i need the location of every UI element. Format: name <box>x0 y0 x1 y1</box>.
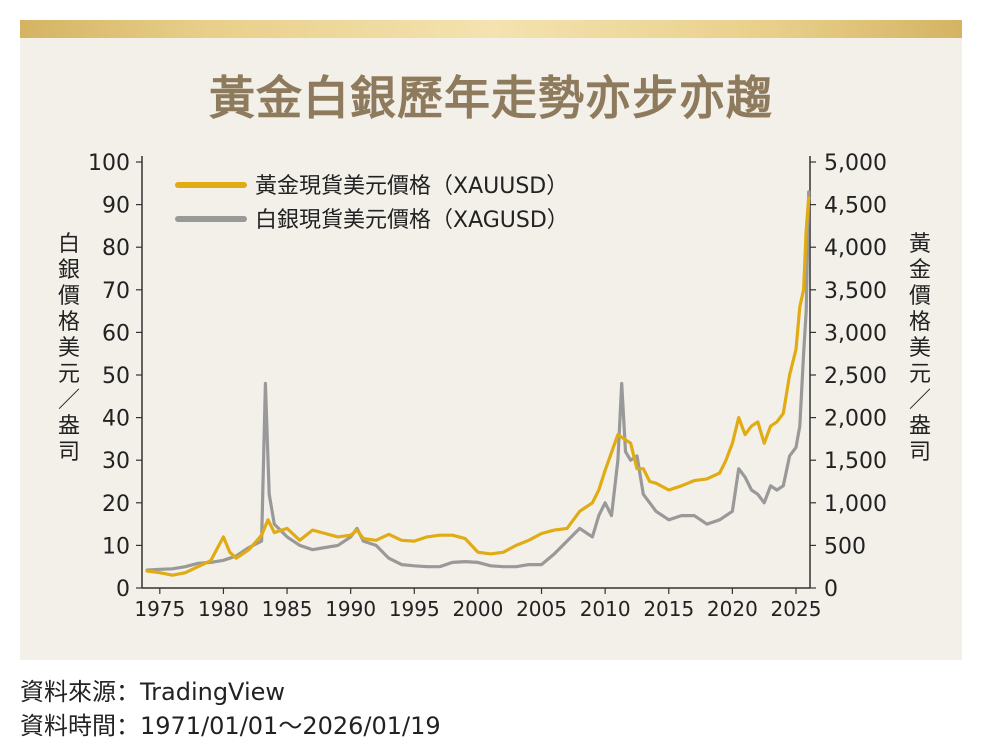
right-tick-label: 5,000 <box>824 151 887 176</box>
x-tick-label: 2015 <box>643 597 694 621</box>
left-tick-label: 90 <box>102 194 130 219</box>
left-tick-label: 20 <box>102 492 130 517</box>
x-tick-label: 2000 <box>452 597 503 621</box>
left-tick-label: 80 <box>102 236 130 261</box>
right-tick-label: 3,000 <box>824 321 887 346</box>
legend-silver-label: 白銀現貨美元價格（XAGUSD） <box>255 208 569 233</box>
right-tick-label: 3,500 <box>824 279 887 304</box>
right-tick-label: 2,000 <box>824 407 887 432</box>
right-tick-label: 4,500 <box>824 194 887 219</box>
source-line: 資料來源：TradingView <box>20 678 286 706</box>
left-tick-label: 100 <box>88 151 130 176</box>
right-tick-label: 0 <box>824 577 838 602</box>
series-layer <box>145 190 811 577</box>
x-tick-label: 2025 <box>771 597 822 621</box>
x-tick-label: 1980 <box>198 597 249 621</box>
gold-price-line <box>145 196 811 577</box>
x-tick-label: 1995 <box>389 597 440 621</box>
right-tick-label: 2,500 <box>824 364 887 389</box>
chart-title: 黃金白銀歷年走勢亦步亦趨 <box>209 71 773 125</box>
axes-layer: 0 10 20 30 40 50 60 70 80 90 100 0 500 1,000 1,500 2,00… <box>88 151 887 621</box>
left-axis-label: 白銀價格 美元／盎司 <box>57 232 80 465</box>
gold-header-band <box>20 20 962 38</box>
silver-price-line <box>145 190 811 572</box>
right-tick-label: 500 <box>824 534 866 559</box>
right-axis-label: 黃金價格 美元／盎司 <box>908 232 931 465</box>
x-tick-label: 2005 <box>516 597 567 621</box>
legend-layer: 黃金現貨美元價格（XAUUSD） 白銀現貨美元價格（XAGUSD） <box>175 174 569 233</box>
legend-gold-label: 黃金現貨美元價格（XAUUSD） <box>255 174 568 199</box>
x-tick-label: 1990 <box>325 597 376 621</box>
x-tick-label: 1975 <box>134 597 185 621</box>
x-tick-label: 2010 <box>580 597 631 621</box>
right-tick-label: 1,500 <box>824 449 887 474</box>
right-tick-label: 1,000 <box>824 492 887 517</box>
period-line: 資料時間：1971/01/01～2026/01/19 <box>20 712 441 740</box>
left-tick-label: 60 <box>102 321 130 346</box>
left-tick-label: 30 <box>102 449 130 474</box>
left-tick-label: 40 <box>102 407 130 432</box>
x-tick-label: 1985 <box>262 597 313 621</box>
left-tick-label: 0 <box>116 577 130 602</box>
right-tick-label: 4,000 <box>824 236 887 261</box>
left-tick-label: 50 <box>102 364 130 389</box>
left-tick-label: 10 <box>102 534 130 559</box>
left-tick-label: 70 <box>102 279 130 304</box>
x-tick-label: 2020 <box>707 597 758 621</box>
